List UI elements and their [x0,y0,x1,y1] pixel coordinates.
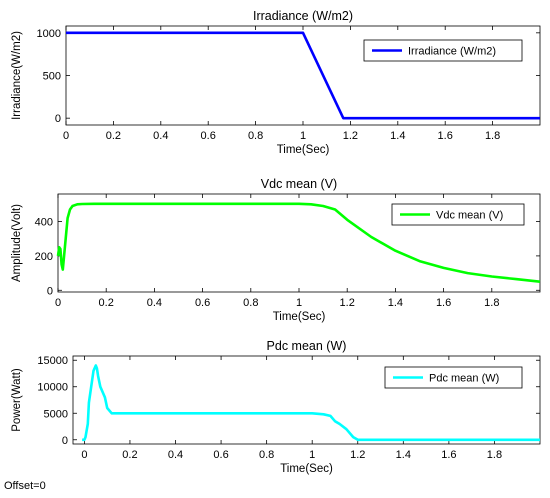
x-tick-label: 0 [81,449,87,461]
subplot-2: Vdc mean (V) 0 0.2 0.4 0.6 0.8 1 1.2 1.4 1.6 1.8 0 2… [11,177,541,323]
x-tick-label: 1.8 [487,449,502,461]
x-tick-label: 0.4 [153,130,168,142]
legend: Irradiance (W/m2) [363,39,523,62]
x-tick-label: 1.2 [350,449,365,461]
y-tick-label: 1000 [37,28,61,40]
x-tick-label: 0.8 [248,130,263,142]
legend-box [384,366,523,389]
x-tick-label: 1 [296,297,302,309]
series-line-1 [56,202,541,283]
x-tick-label: 1 [300,130,306,142]
series-line-1 [66,31,540,120]
x-tick-label: 1.4 [396,449,411,461]
plot-title: Vdc mean (V) [261,177,337,191]
x-tick-label: 0.4 [168,449,183,461]
y-tick-label: 0 [47,285,53,297]
plot-title: Pdc mean (W) [267,339,347,353]
x-tick-label: 0 [63,130,69,142]
legend-box [363,39,523,62]
x-tick-label: 0.2 [106,130,121,142]
legend: Pdc mean (W) [384,366,523,389]
x-tick-label: 1.2 [343,130,358,142]
legend: Vdc mean (V) [391,203,525,226]
x-axis-label: Time(Sec) [273,311,326,323]
y-tick-label: 0 [62,435,68,447]
x-tick-label: 0 [55,297,61,309]
x-tick-label: 1.6 [436,297,451,309]
legend-label: Irradiance (W/m2) [408,46,496,58]
y-tick-label: 400 [35,217,53,229]
y-tick-label: 500 [43,71,61,83]
x-tick-label: 1.6 [441,449,456,461]
x-tick-label: 1.8 [485,130,500,142]
y-tick-label: 0 [55,113,61,125]
x-axis-label: Time(Sec) [277,144,330,156]
y-tick-label: 10000 [37,382,68,394]
offset-label: Offset=0 [4,480,46,492]
subplot-1: Irradiance (W/m2) 0 0.2 0.4 0.6 0.8 1 1.2 1.4 1.6… [11,9,541,156]
y-tick-label: 15000 [37,355,68,367]
x-tick-label: 0.6 [201,130,216,142]
x-tick-label: 1.4 [390,130,405,142]
x-axis-label: Time(Sec) [280,463,333,475]
legend-box [391,203,525,226]
x-tick-label: 0.8 [243,297,258,309]
y-tick-label: 5000 [44,408,68,420]
x-tick-label: 1.6 [438,130,453,142]
plot-title: Irradiance (W/m2) [253,9,353,23]
x-tick-label: 0.6 [213,449,228,461]
x-tick-label: 0.4 [147,297,162,309]
x-tick-label: 0.2 [99,297,114,309]
y-axis-label: Irradiance(W/m2) [11,31,23,120]
legend-label: Pdc mean (W) [429,373,499,385]
y-axis-label: Amplitude(Volt) [11,204,23,282]
x-tick-label: 0.8 [259,449,274,461]
y-tick-label: 200 [35,251,53,263]
x-tick-label: 1 [309,449,315,461]
x-tick-label: 0.2 [122,449,137,461]
x-tick-label: 1.4 [388,297,403,309]
x-tick-label: 0.6 [195,297,210,309]
subplot-3: Pdc mean (W) 0 0.2 0.4 0.6 0.8 1 1.2 1.4 1.6 1.8 0 5… [11,339,541,475]
legend-label: Vdc mean (V) [436,210,503,222]
x-tick-label: 1.8 [484,297,499,309]
series-line-1 [82,364,540,442]
x-tick-label: 1.2 [340,297,355,309]
y-axis-label: Power(Watt) [11,368,23,432]
